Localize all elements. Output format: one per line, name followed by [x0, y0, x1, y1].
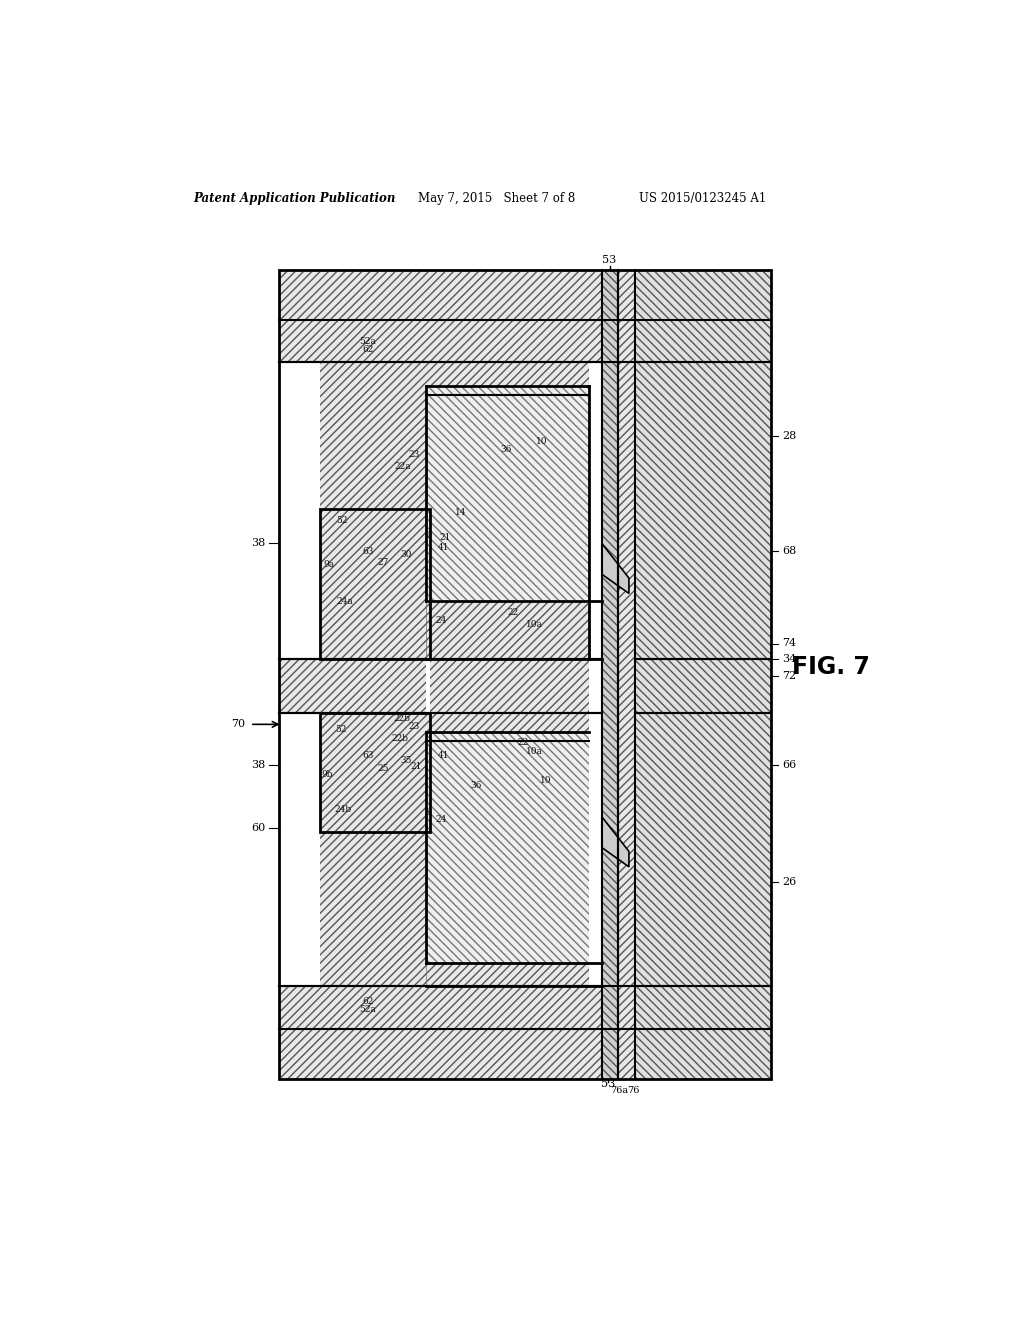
Text: 52a: 52a [359, 337, 376, 346]
Bar [278, 713, 319, 986]
Bar [601, 271, 618, 1078]
Text: 74: 74 [782, 639, 796, 648]
Text: 1: 1 [425, 531, 431, 540]
Text: 76: 76 [627, 1085, 639, 1094]
Text: 36: 36 [499, 445, 511, 454]
Bar [635, 713, 770, 986]
Text: 30: 30 [400, 550, 412, 560]
Text: 60: 60 [251, 824, 265, 833]
Bar [635, 1028, 770, 1078]
Text: 26: 26 [782, 878, 796, 887]
Polygon shape [601, 544, 629, 594]
Text: 41: 41 [437, 751, 449, 759]
Text: 10: 10 [536, 437, 547, 446]
Bar [588, 363, 601, 713]
Text: FIG. 7: FIG. 7 [792, 655, 869, 678]
Bar [635, 271, 770, 321]
Bar [278, 659, 601, 713]
Bar [426, 964, 601, 986]
Text: 28: 28 [782, 430, 796, 441]
Text: 10a: 10a [526, 747, 542, 756]
Bar [426, 733, 588, 964]
Text: 25: 25 [377, 764, 388, 772]
Text: US 2015/0123245 A1: US 2015/0123245 A1 [638, 191, 765, 205]
Bar [426, 601, 601, 659]
Bar [278, 363, 601, 659]
Bar [426, 659, 429, 713]
Bar [278, 363, 319, 659]
Bar [278, 1028, 601, 1078]
Text: 24a: 24a [336, 597, 353, 606]
Text: 66: 66 [782, 760, 796, 770]
Text: 41: 41 [437, 543, 449, 552]
Bar [278, 271, 601, 321]
Text: 68: 68 [782, 546, 796, 556]
Text: 52: 52 [334, 725, 346, 734]
Text: 63: 63 [362, 751, 373, 759]
Text: 21: 21 [410, 762, 421, 771]
Text: May 7, 2015   Sheet 7 of 8: May 7, 2015 Sheet 7 of 8 [418, 191, 575, 205]
Text: 24b: 24b [334, 805, 352, 813]
Bar [319, 713, 429, 832]
Bar [319, 713, 429, 832]
Text: 24: 24 [435, 814, 446, 824]
Bar [278, 986, 601, 1028]
Text: 76a: 76a [610, 1085, 628, 1094]
Text: 10a: 10a [526, 620, 542, 628]
Text: 9b: 9b [321, 770, 333, 779]
Bar [426, 385, 588, 601]
Text: 23: 23 [409, 450, 420, 458]
Bar [319, 508, 429, 659]
Text: 35: 35 [400, 756, 412, 766]
Text: 34: 34 [782, 653, 796, 664]
Bar [635, 986, 770, 1028]
Text: 38: 38 [251, 539, 265, 548]
Text: 27: 27 [377, 558, 388, 568]
Text: 22: 22 [506, 609, 518, 618]
Text: 24: 24 [435, 616, 446, 624]
Bar [278, 321, 601, 363]
Text: 10: 10 [540, 776, 551, 785]
Text: 36: 36 [470, 781, 481, 791]
Bar [635, 659, 770, 713]
Text: 23: 23 [409, 722, 420, 731]
Text: Patent Application Publication: Patent Application Publication [194, 191, 395, 205]
Text: 63: 63 [362, 546, 373, 556]
Bar [618, 271, 635, 1078]
Text: 70: 70 [231, 719, 245, 730]
Text: 38: 38 [251, 760, 265, 770]
Text: 62: 62 [362, 997, 373, 1006]
Bar [588, 713, 601, 986]
Text: 22b: 22b [391, 734, 409, 743]
Text: 9a: 9a [323, 561, 334, 569]
Text: 22: 22 [517, 738, 528, 747]
Polygon shape [601, 817, 629, 867]
Text: 21: 21 [439, 533, 450, 541]
Bar [635, 363, 770, 659]
Text: 72: 72 [782, 671, 796, 681]
Text: 53: 53 [602, 255, 616, 265]
Bar [278, 713, 601, 986]
Text: 52a: 52a [359, 1005, 376, 1014]
Text: 52: 52 [336, 516, 347, 525]
Text: 22a: 22a [394, 462, 411, 471]
Text: 62: 62 [362, 345, 373, 354]
Text: 14: 14 [454, 508, 466, 517]
Bar [319, 508, 429, 659]
Text: 1: 1 [425, 808, 431, 817]
Text: 53: 53 [600, 1078, 614, 1089]
Bar [278, 271, 770, 1078]
Bar [635, 321, 770, 363]
Text: 22b: 22b [393, 714, 410, 723]
